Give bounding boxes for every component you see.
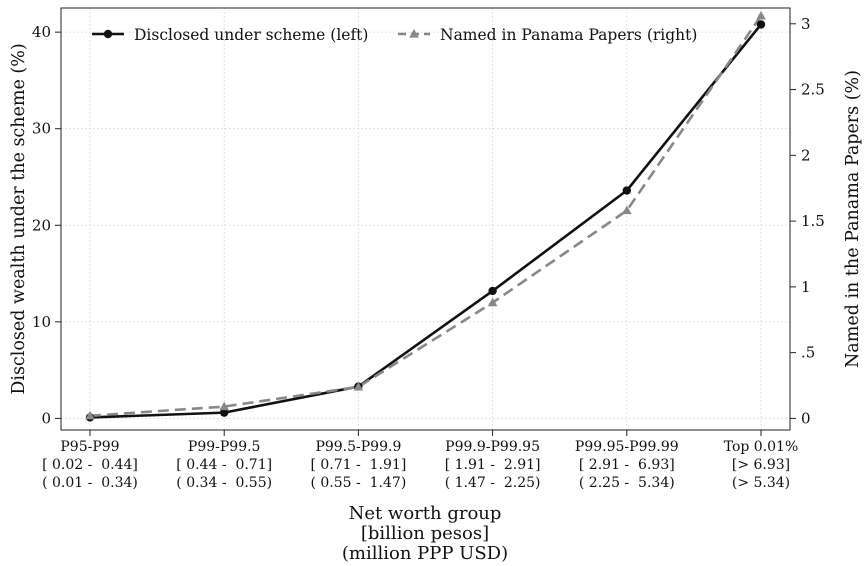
- y-axis-left-label: Disclosed wealth under the scheme (%): [9, 43, 29, 394]
- data-point-disclosed: [220, 408, 229, 417]
- y-axis-right-label: Named in the Panama Papers (%): [843, 70, 863, 368]
- x-tick-label: P99.95-P99.99: [575, 439, 679, 455]
- legend-marker-panama: [409, 29, 419, 38]
- y-right-tick-label: 2: [801, 146, 811, 164]
- x-axis-label-line3: (million PPP USD): [342, 543, 508, 564]
- x-axis-label-line1: Net worth group: [349, 503, 502, 524]
- legend-marker-disclosed: [103, 29, 113, 39]
- series-layer: [85, 10, 766, 422]
- x-tick-label: ( 0.01 - 0.34): [42, 475, 138, 491]
- legend-label-disclosed: Disclosed under scheme (left): [134, 26, 368, 44]
- x-tick-label: Top 0.01%: [724, 439, 799, 455]
- x-tick-label: [ 0.02 - 0.44]: [42, 457, 138, 473]
- series-line-disclosed: [89, 23, 763, 419]
- x-tick-label: P99.9-P99.95: [445, 439, 540, 455]
- x-axis-label-line2: [billion pesos]: [361, 523, 489, 544]
- x-tick-label: ( 0.34 - 0.55): [176, 475, 272, 491]
- y-right-tick-label: 3: [801, 15, 811, 33]
- y-right-tick-label: 1.5: [801, 212, 825, 230]
- y-right-tick-label: 1: [801, 278, 811, 296]
- data-point-disclosed: [488, 286, 497, 296]
- legend: Disclosed under scheme (left) Named in P…: [92, 26, 697, 44]
- x-tick-label: [> 6.93]: [732, 457, 790, 473]
- y-left-tick-label: 0: [41, 409, 51, 427]
- y-left-tick-label: 20: [32, 216, 51, 234]
- y-left-tick-label: 30: [32, 120, 51, 138]
- data-point-panama: [85, 410, 95, 420]
- y-right-tick-label: 0: [801, 409, 811, 427]
- x-tick-label: [ 2.91 - 6.93]: [579, 457, 675, 473]
- y-right-tick-label: .5: [801, 344, 815, 362]
- data-point-panama: [622, 205, 632, 215]
- plot-border: [60, 7, 791, 431]
- data-point-disclosed: [756, 20, 766, 29]
- data-point-panama: [487, 297, 498, 307]
- data-point-panama: [756, 10, 766, 20]
- series-line-panama: [89, 15, 763, 418]
- x-tick-label: [ 1.91 - 2.91]: [445, 457, 541, 473]
- y-left-tick-label: 10: [32, 313, 51, 331]
- x-tick-label: [ 0.71 - 1.91]: [310, 457, 406, 473]
- x-tick-label: ( 1.47 - 2.25): [445, 475, 541, 491]
- x-tick-label: ( 0.55 - 1.47): [310, 475, 406, 491]
- data-point-disclosed: [622, 186, 631, 195]
- y-left-tick-label: 40: [32, 23, 51, 41]
- x-tick-label: ( 2.25 - 5.34): [579, 475, 675, 491]
- x-tick-label: P95-P99: [60, 439, 119, 455]
- x-tick-label: (> 5.34): [732, 475, 790, 491]
- data-point-panama: [219, 401, 229, 411]
- y-right-tick-label: 2.5: [801, 81, 825, 99]
- x-tick-label: [ 0.44 - 0.71]: [176, 457, 272, 473]
- x-tick-label: P99-P99.5: [188, 439, 261, 455]
- legend-label-panama: Named in Panama Papers (right): [440, 26, 697, 44]
- grid-lines: [61, 8, 790, 430]
- axes: 0 10 20 30 40 0 .5 1 1.5 2 2.5 3 P95-P99 [ 0.02 - 0.4…: [32, 7, 825, 491]
- x-tick-label: P99.5-P99.9: [315, 439, 401, 455]
- data-point-panama: [353, 381, 364, 391]
